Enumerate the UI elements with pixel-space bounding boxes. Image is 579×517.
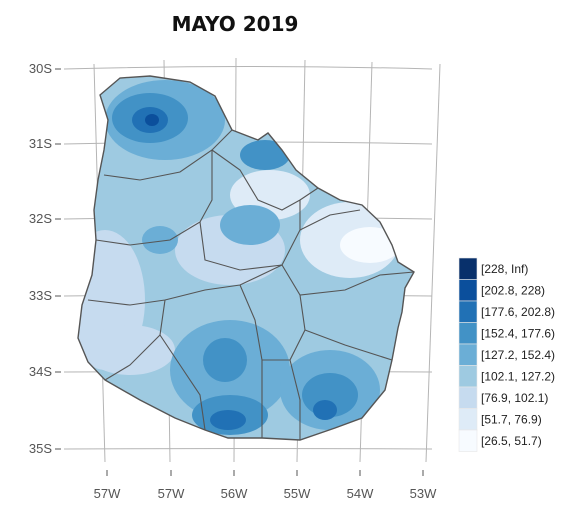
field-zone-mid-west — [142, 226, 178, 254]
legend-label: [102.1, 127.2) — [481, 369, 555, 383]
border-5 — [299, 209, 361, 231]
border-3 — [95, 150, 213, 246]
lat-tick-label: 35S — [29, 441, 52, 456]
lon-tick-label: 53W — [410, 486, 437, 501]
lat-line-35s — [63, 448, 433, 450]
lon-tick-label: 55W — [284, 486, 311, 501]
legend-swatch — [458, 343, 478, 366]
field-zone-high-south — [203, 338, 247, 382]
border-6 — [281, 264, 415, 296]
lon-tick-label: 57W — [94, 486, 121, 501]
field-zone-peak-north — [145, 114, 159, 126]
legend-swatch — [458, 408, 478, 431]
legend: [228, Inf) [202.8, 228) [177.6, 202.8) [152… — [458, 257, 555, 452]
lon-tick-label: 54W — [347, 486, 374, 501]
legend-label: [76.9, 102.1) — [481, 391, 548, 405]
border-1 — [103, 129, 233, 181]
map-title: MAYO 2019 — [172, 12, 299, 36]
legend-label: [177.6, 202.8) — [481, 305, 555, 319]
lat-tick-label: 30S — [29, 61, 52, 76]
legend-label: [202.8, 228) — [481, 283, 545, 297]
legend-swatch — [458, 300, 478, 323]
lat-tick-label: 34S — [29, 364, 52, 379]
lat-tick-label: 33S — [29, 288, 52, 303]
legend-swatch — [458, 322, 478, 345]
legend-swatch — [458, 257, 478, 280]
field-zone-veryhigh-south — [210, 410, 246, 430]
border-4 — [199, 200, 301, 271]
country-outline — [77, 75, 415, 441]
border-9 — [239, 284, 263, 438]
legend-swatch — [458, 386, 478, 409]
border-2 — [211, 149, 319, 211]
border-13 — [104, 334, 161, 381]
legend-swatch — [458, 429, 478, 452]
lat-tick-label: 31S — [29, 136, 52, 151]
legend-swatch — [458, 279, 478, 302]
border-7 — [87, 264, 283, 306]
lon-tick-label: 56W — [221, 486, 248, 501]
field-zone-veryhigh-southeast — [313, 400, 337, 420]
field-zone-mid-center — [220, 205, 280, 245]
legend-label: [26.5, 51.7) — [481, 434, 542, 448]
lat-axis: 30S 31S 32S 33S 34S 35S — [29, 61, 61, 456]
lon-axis: 57W 57W 56W 55W 54W 53W — [94, 470, 437, 501]
field-zone-light-south — [85, 325, 175, 375]
field-zone-mid-northeast — [240, 140, 290, 170]
department-borders — [87, 129, 415, 440]
legend-swatch — [458, 365, 478, 388]
lat-tick-label: 32S — [29, 211, 52, 226]
precipitation-field — [78, 76, 414, 440]
lon-tick-label: 57W — [158, 486, 185, 501]
border-8 — [159, 299, 206, 431]
lon-line-6 — [425, 63, 441, 463]
legend-label: [228, Inf) — [481, 262, 528, 276]
border-11 — [304, 329, 393, 361]
field-zone-palest-east — [340, 227, 400, 263]
lat-line-30s — [63, 66, 433, 70]
legend-label: [152.4, 177.6) — [481, 326, 555, 340]
legend-label: [127.2, 152.4) — [481, 348, 555, 362]
legend-label: [51.7, 76.9) — [481, 412, 542, 426]
